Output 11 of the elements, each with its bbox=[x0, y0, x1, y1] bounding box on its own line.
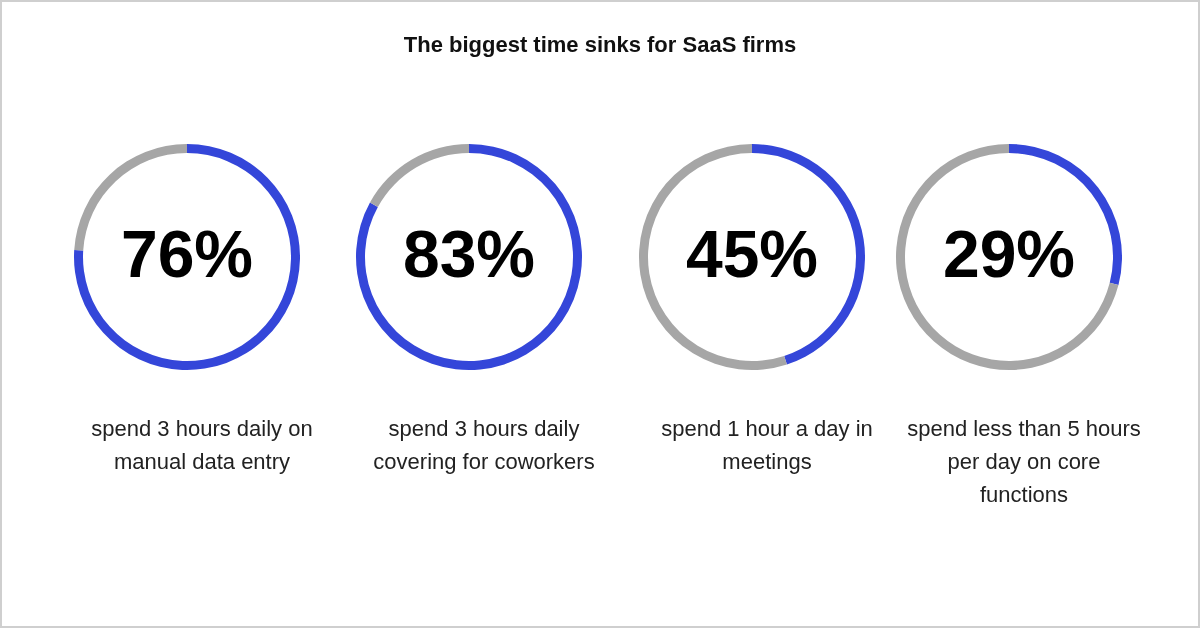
text: spend 1 hour a day in meetings bbox=[660, 415, 874, 476]
donut-slice bbox=[896, 144, 1119, 370]
text: spend 3 hours daily covering for coworkers bbox=[372, 415, 596, 476]
data-label: 45% bbox=[685, 217, 819, 291]
donut-slice bbox=[369, 144, 469, 207]
text: spend 3 hours daily on manual data entry bbox=[90, 415, 314, 476]
data-label: 83% bbox=[402, 217, 536, 291]
data-label: 76% bbox=[120, 217, 254, 291]
data-label: 29% bbox=[942, 217, 1076, 291]
text: spend less than 5 hours per day on core functions bbox=[906, 415, 1142, 509]
text: The biggest time sinks for SaaS firms bbox=[402, 32, 798, 58]
